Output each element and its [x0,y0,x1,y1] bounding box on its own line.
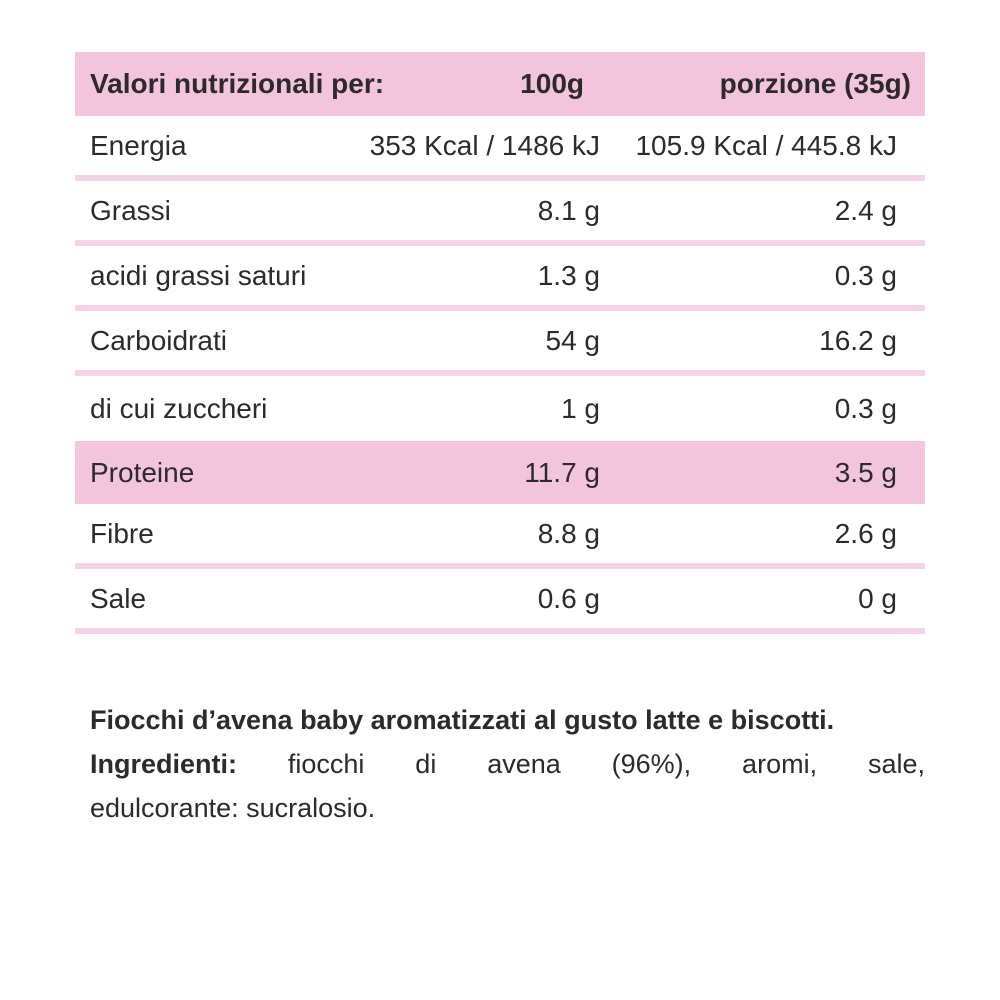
row-value-portion: 105.9 Kcal / 445.8 kJ [635,129,897,161]
row-value-portion: 0.3 g [834,259,897,291]
row-label: Fibre [90,517,154,549]
table-row-fibre: Fibre 8.8 g 2.6 g [75,504,925,569]
ingredients-label: Ingredienti: [90,749,237,779]
row-value-portion: 0 g [858,582,897,614]
table-row-di-cui-zuccheri: di cui zuccheri 1 g 0.3 g [75,376,925,441]
header-col-portion: porzione (35g) [719,68,911,99]
row-value-portion: 16.2 g [819,324,897,356]
description-line: Fiocchi d’avena baby aromatizzati al gus… [90,705,835,735]
row-value-100g: 1.3 g [537,259,600,291]
table-row-carboidrati: Carboidrati 54 g 16.2 g [75,311,925,376]
row-label: Carboidrati [90,324,227,356]
row-value-100g: 11.7 g [524,456,600,488]
ingredients-line: Ingredienti: fiocchi di avena (96%), aro… [90,742,925,786]
nutrition-table: Valori nutrizionali per: 100g porzione (… [75,52,925,634]
table-row-proteine: Proteine 11.7 g 3.5 g [75,441,925,504]
row-value-100g: 0.6 g [537,582,600,614]
row-label: Energia [90,129,187,161]
row-label: acidi grassi saturi [90,259,307,291]
row-value-100g: 8.8 g [537,517,600,549]
table-row-acidi-grassi-saturi: acidi grassi saturi 1.3 g 0.3 g [75,246,925,311]
row-label: Grassi [90,194,171,226]
table-header-row: Valori nutrizionali per: 100g porzione (… [75,52,925,116]
header-title: Valori nutrizionali per: [90,68,385,99]
header-col-100g: 100g [520,68,584,99]
row-value-100g: 54 g [545,324,601,356]
row-value-portion: 2.6 g [834,517,897,549]
row-value-portion: 2.4 g [834,194,897,226]
table-row-grassi: Grassi 8.1 g 2.4 g [75,181,925,246]
row-value-100g: 353 Kcal / 1486 kJ [369,129,600,161]
table-row-sale: Sale 0.6 g 0 g [75,569,925,634]
ingredients-continuation: edulcorante: sucralosio. [90,793,376,823]
product-description: Fiocchi d’avena baby aromatizzati al gus… [90,698,925,830]
row-label: Proteine [90,456,195,488]
row-label: di cui zuccheri [90,392,268,424]
table-row-energia: Energia 353 Kcal / 1486 kJ 105.9 Kcal / … [75,116,925,181]
row-value-portion: 3.5 g [834,456,897,488]
row-value-100g: 8.1 g [537,194,600,226]
row-label: Sale [90,582,147,614]
ingredients-text: fiocchi di avena (96%), aromi, sale, [287,749,925,779]
row-value-100g: 1 g [561,392,600,424]
row-value-portion: 0.3 g [834,392,897,424]
